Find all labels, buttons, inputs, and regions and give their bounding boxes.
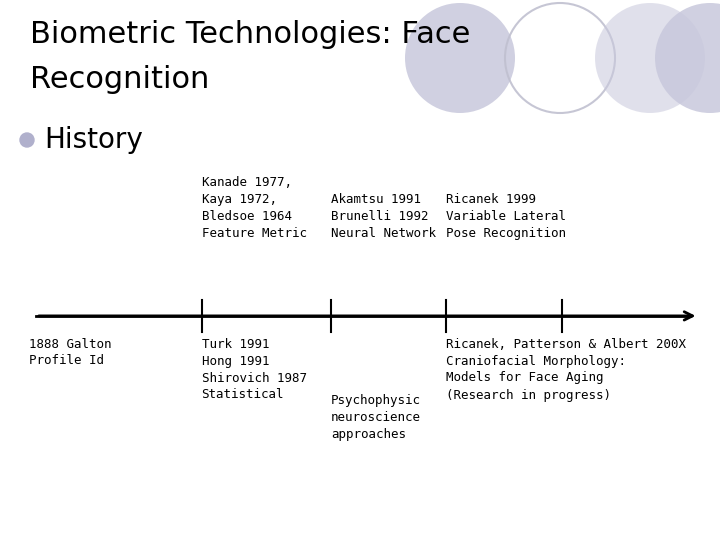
Circle shape: [405, 3, 515, 113]
Text: Ricanek, Patterson & Albert 200X
Craniofacial Morphology:
Models for Face Aging
: Ricanek, Patterson & Albert 200X Craniof…: [446, 338, 686, 402]
Text: Kanade 1977,
Kaya 1972,
Bledsoe 1964
Feature Metric: Kanade 1977, Kaya 1972, Bledsoe 1964 Fea…: [202, 176, 307, 240]
Text: Biometric Technologies: Face: Biometric Technologies: Face: [30, 20, 470, 49]
Text: History: History: [44, 126, 143, 154]
Text: Akamtsu 1991
Brunelli 1992
Neural Network: Akamtsu 1991 Brunelli 1992 Neural Networ…: [331, 193, 436, 240]
Circle shape: [20, 133, 34, 147]
Text: Ricanek 1999
Variable Lateral
Pose Recognition: Ricanek 1999 Variable Lateral Pose Recog…: [446, 193, 567, 240]
Text: Turk 1991
Hong 1991
Shirovich 1987
Statistical: Turk 1991 Hong 1991 Shirovich 1987 Stati…: [202, 338, 307, 402]
Circle shape: [655, 3, 720, 113]
Circle shape: [595, 3, 705, 113]
Text: 1888 Galton
Profile Id: 1888 Galton Profile Id: [29, 338, 112, 368]
Text: Recognition: Recognition: [30, 65, 210, 94]
Text: Psychophysic
neuroscience
approaches: Psychophysic neuroscience approaches: [331, 394, 421, 441]
